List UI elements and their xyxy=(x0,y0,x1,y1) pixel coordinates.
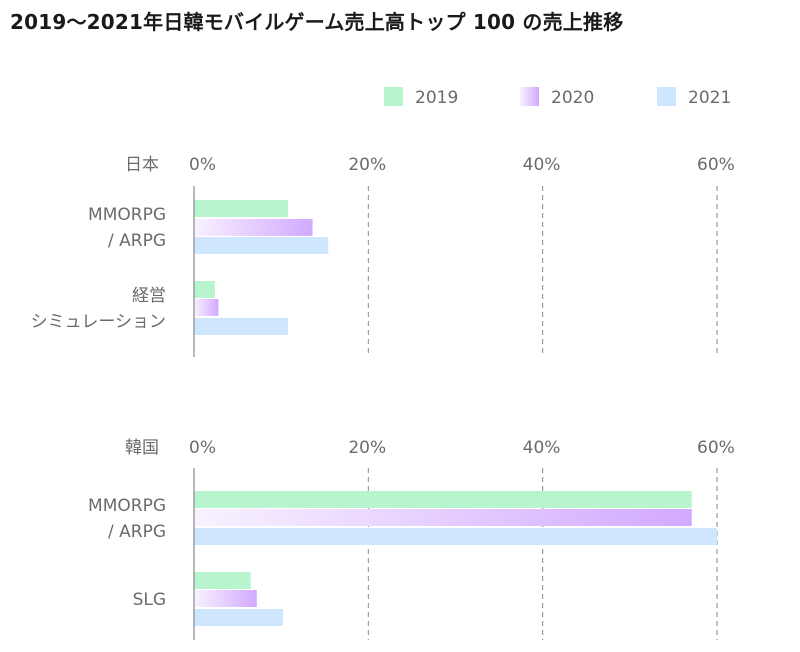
panel-1: 韓国 0% 20% 40% 60% MMORPG / ARPG SLG xyxy=(88,438,735,640)
bar-2020 xyxy=(194,590,257,607)
x-tick-label: 60% xyxy=(697,155,735,175)
legend-swatch-2019 xyxy=(384,87,403,106)
bar-2021 xyxy=(194,528,717,545)
legend-label-2020: 2020 xyxy=(551,88,594,108)
chart-title: 2019〜2021年日韓モバイルゲーム売上高トップ 100 の売上推移 xyxy=(10,10,624,34)
category-label: 経営 xyxy=(132,286,166,306)
category-label: / ARPG xyxy=(108,522,166,542)
x-tick-label: 0% xyxy=(189,155,216,175)
x-tick-label: 40% xyxy=(523,438,561,458)
bar-2019 xyxy=(194,281,215,298)
x-tick-label: 20% xyxy=(348,155,386,175)
x-tick-label: 20% xyxy=(348,438,386,458)
bar-2019 xyxy=(194,491,692,508)
category-label: シミュレーション xyxy=(31,312,166,332)
x-tick-label: 0% xyxy=(189,438,216,458)
legend-label-2021: 2021 xyxy=(688,88,731,108)
legend-swatch-2020 xyxy=(520,87,539,106)
category-label: / ARPG xyxy=(108,231,166,251)
x-tick-label: 40% xyxy=(523,155,561,175)
bar-2021 xyxy=(194,318,289,335)
legend: 2019 2020 2021 xyxy=(384,87,731,108)
legend-swatch-2021 xyxy=(657,87,676,106)
bar-2020 xyxy=(194,299,219,316)
category-label: MMORPG xyxy=(88,496,166,516)
bar-2019 xyxy=(194,572,251,589)
category-label: SLG xyxy=(133,590,166,610)
category-label: MMORPG xyxy=(88,205,166,225)
bar-2020 xyxy=(194,219,313,236)
bar-2019 xyxy=(194,200,289,217)
bar-2021 xyxy=(194,237,329,254)
panel-title: 韓国 xyxy=(125,438,159,458)
x-tick-label: 60% xyxy=(697,438,735,458)
bar-2021 xyxy=(194,609,283,626)
legend-label-2019: 2019 xyxy=(415,88,458,108)
panel-title: 日本 xyxy=(125,155,159,175)
bar-2020 xyxy=(194,509,692,526)
